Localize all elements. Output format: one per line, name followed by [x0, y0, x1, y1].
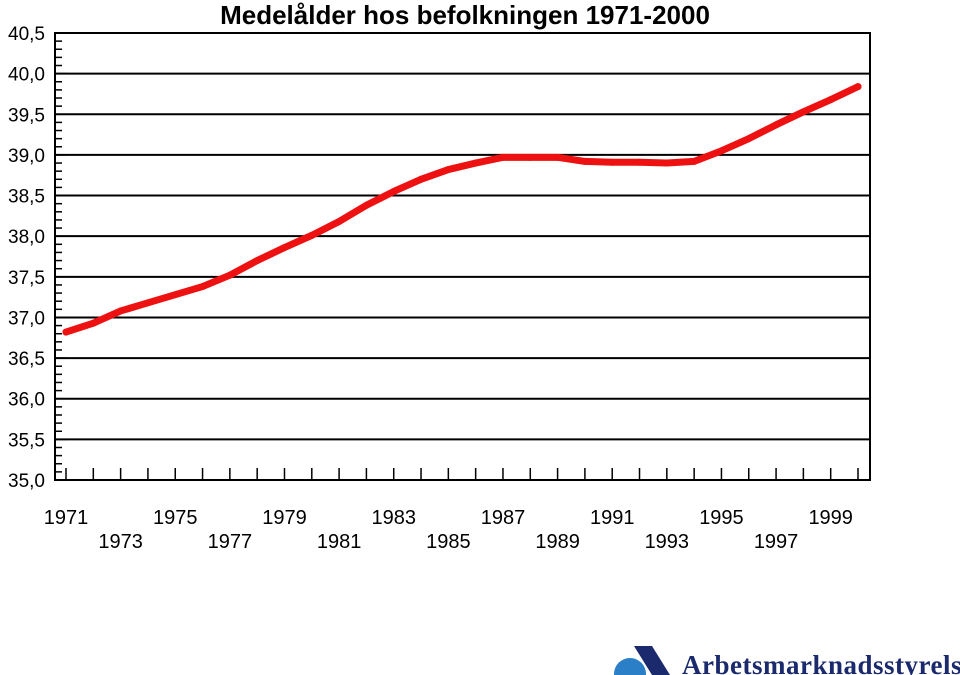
data-point [444, 166, 452, 174]
data-point [717, 147, 725, 155]
x-tick-label: 1987 [481, 507, 526, 529]
x-tick-label: 1995 [699, 507, 744, 529]
x-axis-ticks: 1971 1975 1979 1983 1987 1991 1995 1999 1973 1977… [44, 468, 859, 553]
data-point [171, 291, 179, 299]
y-tick-label: 39,0 [8, 146, 45, 167]
y-tick-label: 38,5 [8, 187, 45, 208]
data-point [499, 153, 507, 161]
x-tick-label: 1979 [262, 507, 307, 529]
data-point [745, 135, 753, 143]
data-point [663, 159, 671, 167]
data-point [253, 257, 261, 265]
data-point [117, 307, 125, 315]
chart-title: Medelålder hos befolkningen 1971-2000 [220, 0, 710, 30]
data-point [62, 328, 70, 336]
data-point [827, 96, 835, 104]
data-point [554, 153, 562, 161]
y-tick-label: 36,0 [8, 390, 45, 411]
series-layer [62, 83, 862, 336]
data-point [581, 157, 589, 165]
y-tick-label: 39,5 [8, 105, 45, 126]
plot-frame [54, 32, 871, 481]
data-point [526, 153, 534, 161]
y-axis-ticks: 35,0 35,5 36,0 36,5 37,0 37,5 38,0 38,5 39,0 39,5… [8, 24, 67, 492]
y-tick-label: 40,5 [8, 24, 45, 45]
y-tick-label: 40,0 [8, 65, 45, 86]
data-point [89, 319, 97, 327]
x-tick-label: 1985 [426, 531, 471, 553]
data-point [335, 218, 343, 226]
x-tick-label: 1993 [645, 531, 690, 553]
y-tick-label: 37,0 [8, 308, 45, 329]
x-tick-label: 1997 [754, 531, 799, 553]
data-point [636, 158, 644, 166]
data-point [226, 271, 234, 279]
data-point [144, 299, 152, 307]
gridlines [55, 72, 870, 441]
y-tick-label: 37,5 [8, 268, 45, 289]
data-point [362, 201, 370, 209]
data-point [417, 175, 425, 183]
data-point [772, 121, 780, 129]
arbetsmarknadsstyrelsen-logo: Arbetsmarknadsstyrelsen [612, 640, 960, 675]
x-tick-label: 1977 [208, 531, 253, 553]
y-tick-label: 35,0 [8, 471, 45, 492]
x-tick-label: 1975 [153, 507, 198, 529]
series-line [62, 83, 862, 336]
x-tick-label: 1983 [371, 507, 416, 529]
x-tick-label: 1971 [44, 507, 89, 529]
x-tick-label: 1999 [808, 507, 853, 529]
data-point [199, 283, 207, 291]
logo-emblem-icon [614, 646, 670, 675]
data-point [608, 158, 616, 166]
data-point [280, 244, 288, 252]
x-tick-label: 1981 [317, 531, 362, 553]
y-tick-label: 38,0 [8, 227, 45, 248]
data-point [308, 231, 316, 239]
data-point [854, 83, 862, 91]
data-point [690, 157, 698, 165]
x-tick-label: 1973 [98, 531, 143, 553]
y-tick-label: 35,5 [8, 430, 45, 451]
x-tick-label: 1989 [535, 531, 580, 553]
x-tick-label: 1991 [590, 507, 635, 529]
data-point [472, 159, 480, 167]
y-tick-label: 36,5 [8, 349, 45, 370]
data-point [799, 108, 807, 116]
data-point [390, 187, 398, 195]
logo-text: Arbetsmarknadsstyrelsen [682, 650, 960, 675]
